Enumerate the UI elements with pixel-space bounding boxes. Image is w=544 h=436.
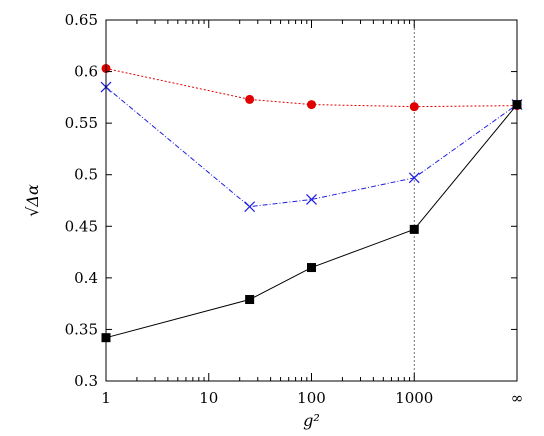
y-tick-label: 0.4 (74, 269, 98, 287)
y-tick-label: 0.6 (74, 63, 98, 81)
plot-frame (105, 19, 518, 382)
y-tick-label: 0.5 (74, 166, 98, 184)
y-tick-label: 0.35 (65, 320, 98, 338)
x-tick-label: 100 (297, 389, 326, 407)
data-point (409, 224, 419, 234)
series-line-1 (105, 86, 518, 208)
ticks-layer: 0.3 0.35 0.4 0.45 0.5 0.55 0.6 0.65 1 10 100 1000 ∞ (65, 11, 524, 407)
data-point (244, 201, 256, 213)
data-point (307, 263, 316, 273)
y-tick-label: 0.65 (65, 11, 98, 29)
x-tick-label: ∞ (511, 389, 524, 407)
x-tick-label: 1 (101, 389, 111, 407)
data-point (409, 102, 419, 112)
data-point (245, 94, 255, 104)
series-line-2 (105, 104, 518, 339)
data-point (307, 100, 316, 110)
x-tick-label: 10 (199, 389, 218, 407)
y-tick-label: 0.55 (65, 114, 98, 132)
data-point (306, 194, 317, 205)
data-point (408, 172, 420, 184)
y-tick-label: 0.3 (74, 372, 98, 390)
y-tick-label: 0.45 (65, 217, 98, 235)
data-point (245, 295, 255, 305)
y-axis-label: √Δα (23, 184, 42, 217)
x-axis-label: g² (303, 411, 320, 430)
series-layer (100, 63, 523, 343)
x-tick-label: 1000 (395, 389, 433, 407)
